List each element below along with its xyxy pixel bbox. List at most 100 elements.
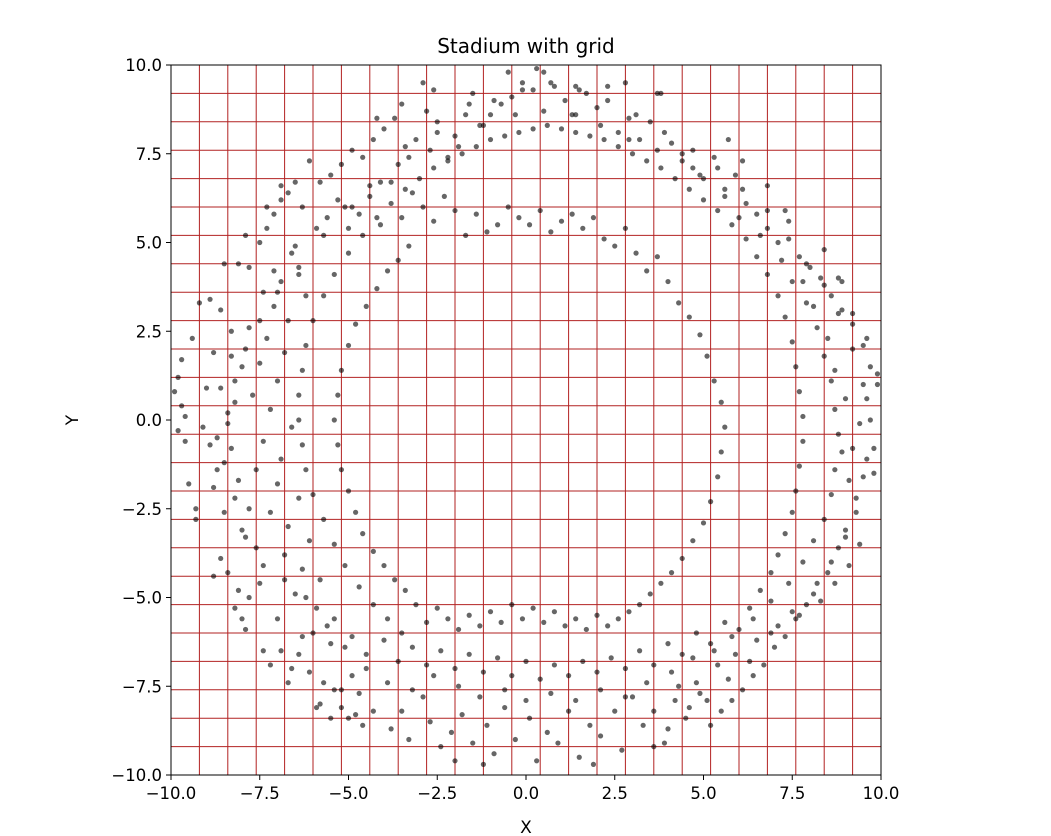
data-point (580, 225, 586, 231)
data-point (832, 467, 838, 473)
data-point (203, 385, 210, 391)
data-point (221, 460, 227, 466)
data-point (434, 129, 440, 136)
data-point (683, 715, 689, 721)
data-point (832, 406, 838, 412)
data-point (335, 442, 341, 448)
data-point (860, 474, 866, 480)
data-point (370, 136, 376, 143)
data-point (182, 438, 188, 444)
data-point (374, 215, 380, 221)
data-point (850, 445, 856, 451)
data-point (644, 158, 650, 164)
data-point (775, 552, 781, 558)
data-point (388, 179, 394, 185)
data-point (825, 570, 831, 576)
data-point (360, 232, 366, 238)
y-axis-ticks: −10.0 −7.5 −5.0 −2.5 0.0 2.5 5.0 7.5 10.0 (111, 56, 171, 785)
data-point (629, 151, 636, 157)
data-point (328, 172, 334, 178)
data-point (367, 183, 373, 189)
data-point (321, 232, 327, 238)
data-point (381, 637, 387, 643)
data-point (317, 701, 323, 707)
data-point (597, 687, 604, 693)
data-point (406, 243, 412, 249)
data-point (700, 197, 707, 203)
data-point (544, 729, 550, 736)
data-point (686, 704, 692, 711)
data-point (615, 616, 621, 622)
data-point (246, 325, 252, 331)
data-point (416, 176, 423, 182)
data-point (246, 264, 252, 270)
data-point (193, 506, 199, 512)
data-point (828, 378, 834, 384)
data-point (214, 467, 220, 473)
data-point (651, 662, 657, 668)
data-point (551, 83, 558, 89)
data-point (608, 655, 614, 661)
data-point (526, 715, 533, 721)
data-point (629, 694, 636, 700)
data-point (367, 193, 373, 199)
data-point (420, 204, 426, 210)
data-point (466, 101, 472, 107)
grid-lines (171, 65, 881, 775)
data-point (739, 687, 746, 693)
data-point (232, 399, 238, 405)
data-point (757, 587, 763, 594)
data-point (711, 648, 717, 654)
data-point (296, 495, 302, 501)
data-point (289, 250, 295, 256)
data-point (743, 200, 749, 207)
data-point (232, 495, 238, 501)
data-point (835, 545, 842, 551)
data-point (402, 144, 408, 150)
data-point (668, 140, 675, 146)
data-point (551, 662, 558, 668)
data-point (399, 708, 405, 714)
data-point (274, 378, 281, 384)
data-point (186, 481, 192, 487)
data-point (803, 261, 810, 267)
data-point (455, 626, 462, 633)
data-point (427, 719, 433, 725)
data-point (331, 541, 337, 547)
data-point (842, 396, 849, 402)
data-point (356, 584, 362, 590)
data-point (299, 204, 305, 210)
data-point (850, 321, 856, 327)
data-point (487, 609, 494, 615)
data-point (495, 222, 501, 228)
data-point (743, 236, 749, 242)
data-point (573, 83, 579, 89)
data-point (345, 225, 352, 231)
data-point (257, 318, 263, 324)
data-point (232, 378, 238, 384)
data-point (459, 151, 465, 157)
data-point (498, 101, 504, 107)
data-point (207, 296, 213, 302)
x-tick-label: −10.0 (146, 784, 197, 803)
data-point (399, 215, 405, 221)
data-point (690, 147, 696, 153)
data-point (235, 587, 242, 594)
data-point (658, 165, 664, 171)
data-point (534, 758, 540, 764)
data-point (864, 335, 870, 341)
data-point (615, 129, 621, 136)
data-point (239, 616, 245, 622)
data-point (594, 612, 600, 618)
data-point (424, 619, 430, 625)
data-point (338, 367, 344, 373)
data-point (796, 463, 802, 469)
data-point (857, 541, 863, 547)
data-point (200, 424, 206, 430)
data-point (558, 218, 565, 224)
data-point (324, 623, 330, 629)
data-point (505, 204, 511, 210)
data-point (395, 658, 401, 665)
data-point (353, 321, 359, 327)
data-point (825, 335, 831, 341)
